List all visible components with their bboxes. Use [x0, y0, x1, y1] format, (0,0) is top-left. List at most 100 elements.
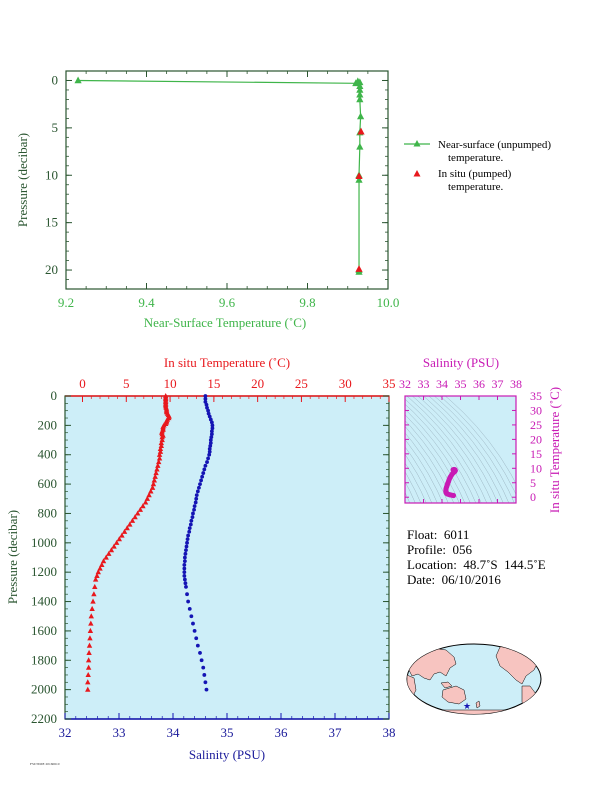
map-australia [441, 685, 467, 705]
temperature-point [158, 442, 165, 449]
ts-y-axis-label: In situ Temperature (˚C) [547, 387, 562, 513]
salinity-point [192, 504, 197, 509]
ts-x-tick-label: 34 [436, 377, 448, 391]
profile-chart: 0 5 10 15 20 25 30 35 32 33 34 35 36 37 38 0 200 400 600 80… [5, 355, 396, 762]
salinity-point [203, 397, 208, 401]
temperature-point [157, 448, 164, 454]
salinity-point [184, 584, 188, 589]
ts-isopycnal-line [405, 414, 466, 503]
ts-isopycnal-line [405, 420, 460, 503]
salinity-point [210, 423, 215, 428]
temperature-point [85, 686, 91, 692]
ts-y-tick-label: 10 [530, 461, 542, 475]
salinity-point [209, 435, 214, 440]
salinity-point [187, 526, 192, 531]
salinity-point [194, 493, 199, 498]
temperature-point [152, 473, 158, 479]
salinity-point [187, 529, 192, 534]
ts-plot-background [405, 396, 516, 503]
temperature-point [108, 547, 115, 553]
location-label: Location: [407, 557, 457, 572]
salinity-point [189, 614, 194, 619]
ts-isopycnal-line [417, 396, 499, 503]
temperature-point [154, 466, 160, 472]
temperature-point [159, 434, 165, 440]
salinity-point [204, 687, 209, 692]
profile-plot-frame [64, 395, 390, 720]
temperature-point [155, 459, 162, 465]
top-red-point [355, 172, 363, 180]
temperature-point [92, 583, 98, 589]
temperature-point [159, 437, 165, 443]
ts-x-tick-label: 35 [455, 377, 467, 391]
map-float-location-marker: ★ [463, 701, 471, 711]
salinity-axis-tick-label: 38 [383, 725, 396, 740]
salinity-point [189, 518, 194, 523]
temperature-point [100, 558, 107, 564]
salinity-axis-tick-label: 35 [221, 725, 234, 740]
ts-y-tick-label: 20 [530, 432, 542, 446]
temp-axis-tick-label: 0 [79, 376, 86, 391]
top-green-point [356, 78, 364, 86]
salinity-point [183, 551, 188, 556]
salinity-point [194, 636, 199, 641]
salinity-point [200, 474, 205, 479]
salinity-point [206, 411, 211, 416]
world-map: ★ [406, 643, 542, 715]
top-axis-ticks: 9.2 9.4 9.6 9.8 10.0 0 5 10 15 20 [45, 71, 399, 310]
profile-row: Profile: 056 [407, 542, 546, 557]
temperature-point [153, 470, 159, 476]
top-x-tick-label: 9.8 [299, 295, 315, 310]
top-y-tick-label: 10 [45, 167, 58, 182]
temperature-point [124, 525, 130, 531]
date-row: Date: 06/10/2016 [407, 572, 546, 587]
salinity-point [184, 544, 189, 549]
salinity-point [185, 592, 189, 597]
temperature-point [89, 605, 95, 611]
salinity-point [190, 515, 195, 520]
ts-isopycnal-line [405, 454, 433, 503]
date-label: Date: [407, 572, 436, 587]
salinity-point [207, 449, 212, 454]
profile-y-tick-label: 0 [51, 388, 58, 403]
float-info-block: Float: 6011 Profile: 056 Location: 48.7˚… [407, 527, 546, 587]
salinity-point [199, 658, 204, 663]
ts-series-layer [443, 466, 458, 499]
profile-y-tick-label: 1200 [31, 564, 57, 579]
ts-isopycnal-line [405, 408, 471, 503]
profile-y-tick-label: 1600 [31, 623, 57, 638]
salinity-axis-tick-label: 33 [113, 725, 126, 740]
salinity-point [203, 399, 208, 404]
salinity-point [192, 507, 196, 512]
top-legend: Near-surface (unpumped) temperature. In … [404, 139, 551, 193]
profile-y-tick-label: 2200 [31, 711, 57, 726]
ts-x-tick-label: 37 [492, 377, 504, 391]
legend-series2-label-2: temperature. [448, 181, 504, 193]
salinity-point [202, 467, 207, 472]
salinity-point [206, 408, 211, 413]
ts-y-tick-label: 25 [530, 418, 542, 432]
salinity-point [209, 429, 214, 434]
salinity-axis-tick-label: 32 [59, 725, 72, 740]
legend-red-marker [413, 170, 421, 177]
salinity-point [207, 446, 212, 451]
profile-y-tick-label: 1400 [31, 594, 57, 609]
salinity-point [188, 522, 193, 527]
ts-x-tick-label: 33 [418, 377, 430, 391]
temperature-point [87, 627, 94, 634]
salinity-point [192, 629, 197, 633]
temp-axis-tick-label: 25 [295, 376, 308, 391]
temperature-point [144, 495, 151, 501]
ts-isopycnal-line [445, 396, 516, 484]
top-green-point [355, 176, 363, 183]
top-x-tick-label: 9.4 [138, 295, 155, 310]
location-lat: 48.7˚S [463, 557, 498, 572]
profile-value: 056 [452, 542, 473, 557]
top-green-point [357, 112, 365, 120]
temperature-point [97, 565, 103, 571]
legend-series2-label: In situ (pumped) [438, 168, 512, 180]
salinity-point [182, 566, 187, 571]
salinity-point [209, 432, 214, 437]
top-green-point [356, 95, 364, 103]
